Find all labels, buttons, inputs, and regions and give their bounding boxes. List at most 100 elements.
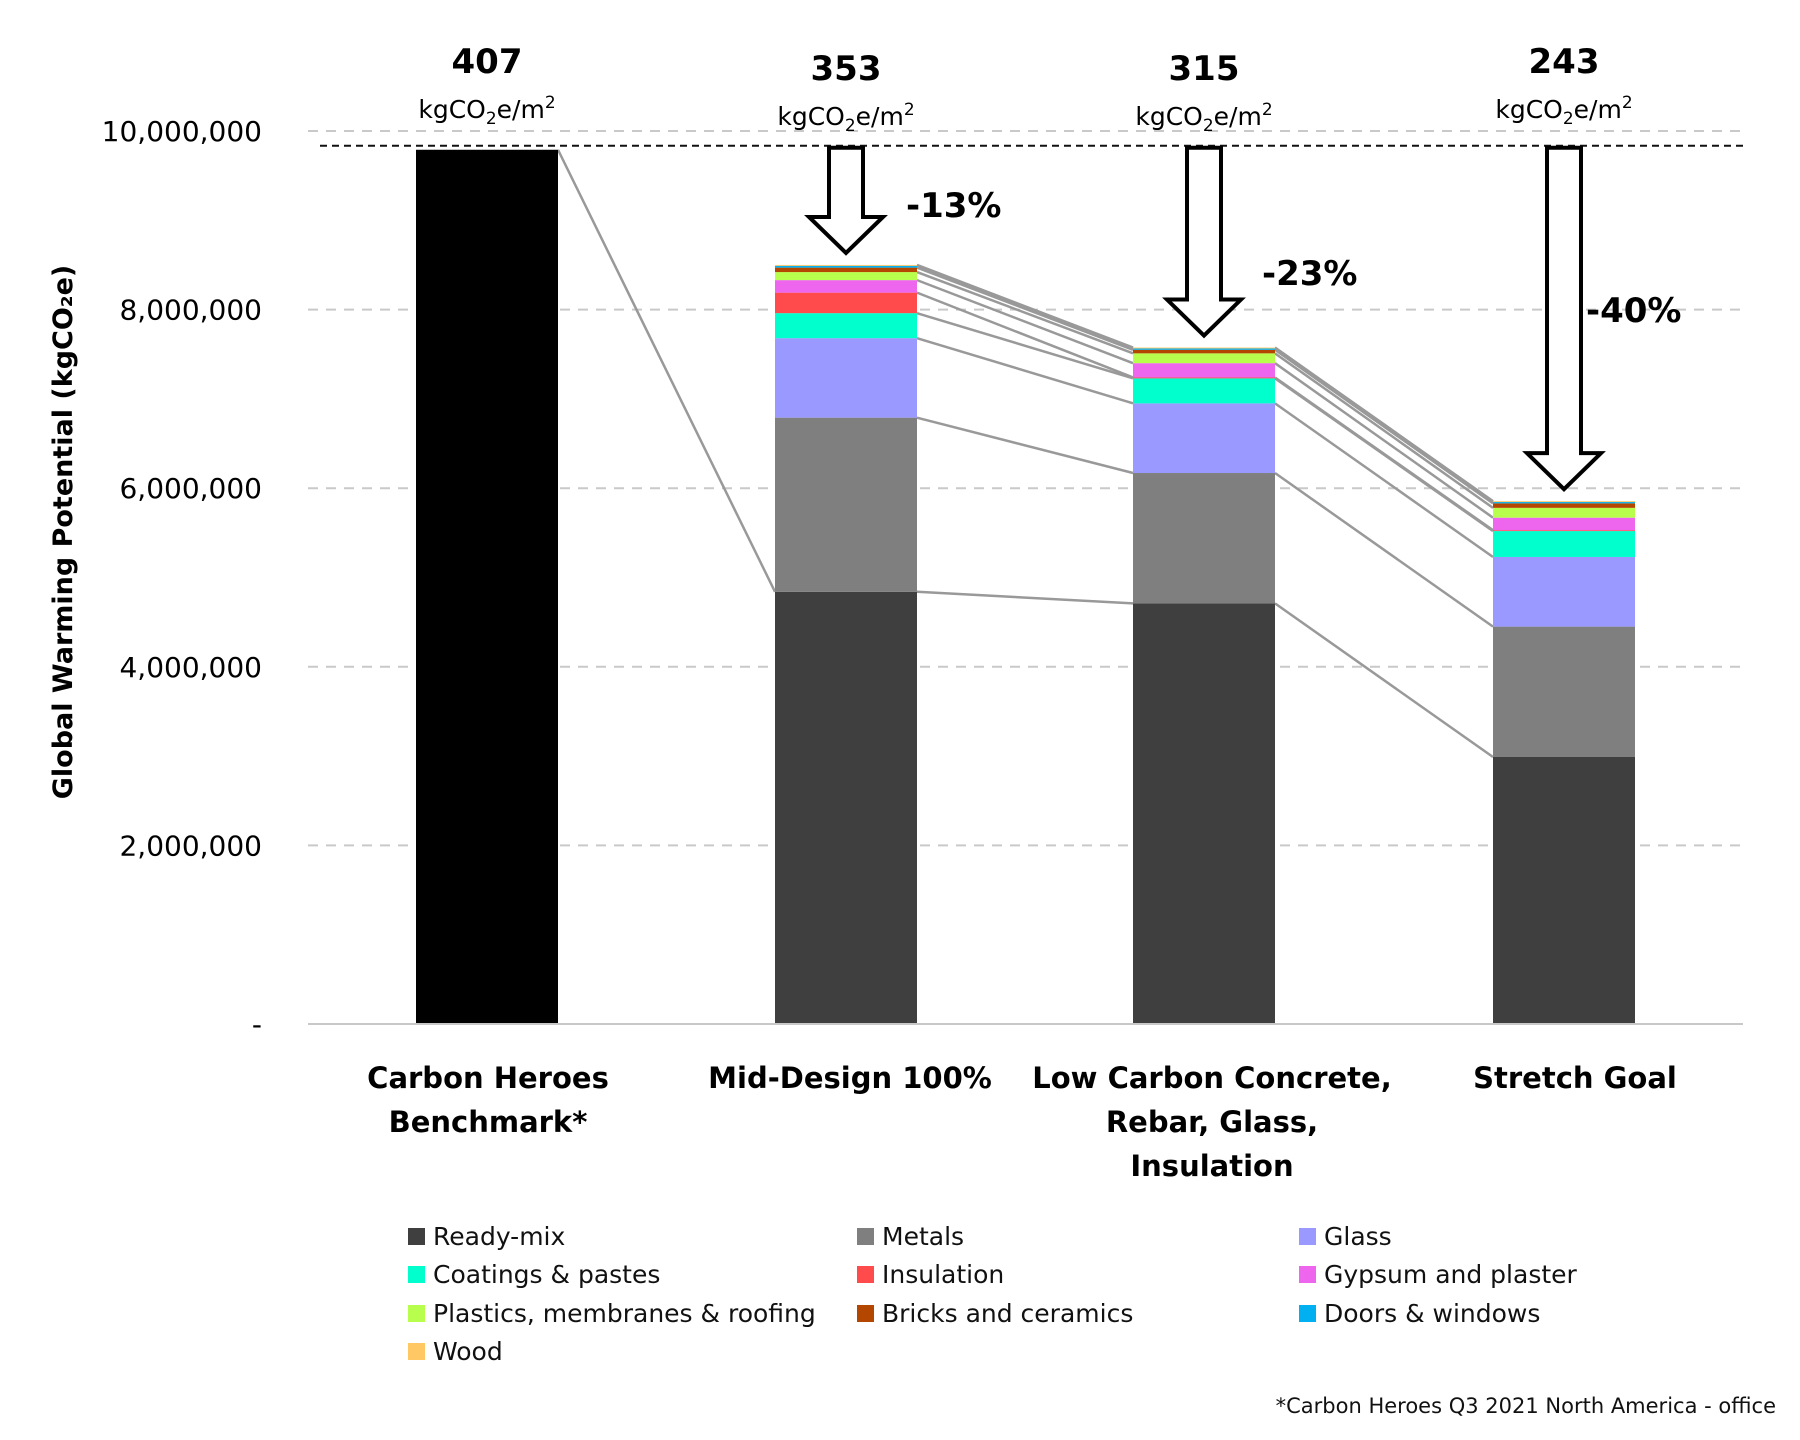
connector-line [916,311,1134,380]
y-axis-label: Global Warming Potential (kgCO₂e) [48,265,79,800]
legend-swatch [857,1228,874,1245]
connector-line [1274,471,1494,628]
legend-label: Glass [1324,1222,1392,1251]
bar-segment-glass [775,338,917,418]
legend-swatch [408,1343,425,1360]
connector-line [916,590,1134,605]
bar-segment-doors-windows [1493,502,1635,504]
bar-segment-coatings-pastes [1133,378,1275,404]
bar-segment-ready-mix [1493,756,1635,1024]
bar-segment-gypsum-and-plaster [1493,517,1635,531]
connector-line [916,336,1134,405]
category-labels: Carbon Heroes Benchmark* Mid-Design 100% Lo… [367,1061,1677,1183]
total-value-label: 407 [452,42,523,82]
bar-segment-plastics-membranes-roofing [1133,353,1275,364]
bar-benchmark [416,149,558,1025]
down-arrow-icon [1522,145,1606,492]
bar-segment-doors-windows [775,265,917,268]
category-label: Benchmark* [389,1105,588,1139]
legend-label: Plastics, membranes & roofing [433,1299,816,1328]
legend-item: Wood [408,1337,503,1366]
bar-segment-insulation [1493,530,1635,532]
bar-segment-gypsum-and-plaster [775,280,917,293]
bars [416,149,1635,1025]
reduction-arrows: -13% -23% -40% [804,145,1682,492]
bar-segment-bricks-and-ceramics [1133,349,1275,354]
legend-label: Gypsum and plaster [1324,1260,1577,1289]
connector-line [916,291,1134,379]
connector-line [916,266,1134,351]
legend-swatch [408,1266,425,1283]
legend-label: Ready-mix [433,1222,566,1251]
legend-item: Doors & windows [1299,1299,1540,1328]
y-tick-label: - [252,1008,262,1041]
y-tick-label: 6,000,000 [119,472,262,505]
legend-item: Plastics, membranes & roofing [408,1299,816,1328]
connector-line [1274,402,1494,558]
connector-lines [556,149,1494,759]
bar-segment-glass [1493,556,1635,627]
connector-line [916,270,1134,355]
y-tick-label: 10,000,000 [102,115,262,148]
total-labels: 407 kgCO2e/m2 353 kgCO2e/m2 315 kgCO2e/m2 243 k… [418,42,1632,136]
total-value-label: 315 [1169,49,1240,89]
legend-label: Coatings & pastes [433,1260,661,1289]
bar-segment-gypsum-and-plaster [1133,363,1275,378]
bar-segment-wood [1493,501,1635,503]
unit-label: kgCO2e/m2 [777,100,914,136]
category-label: Carbon Heroes [367,1061,609,1095]
y-tick-label: 2,000,000 [119,829,262,862]
unit-label: kgCO2e/m2 [1495,93,1632,129]
legend-label: Wood [433,1337,503,1366]
bar-segment-metals [775,417,917,592]
y-tick-label: 4,000,000 [119,651,262,684]
y-axis-ticks: - 2,000,000 4,000,000 6,000,000 8,000,000 10,… [102,115,262,1041]
legend-item: Bricks and ceramics [857,1299,1133,1328]
bar-segment-plastics-membranes-roofing [775,272,917,281]
bar-segment-insulation [775,292,917,314]
reduction-label: -23% [1262,254,1358,294]
legend-label: Bricks and ceramics [882,1299,1134,1328]
legend-swatch [1299,1305,1316,1322]
bar-segment-metals [1493,626,1635,757]
connector-line [1274,346,1494,503]
legend-swatch [1299,1266,1316,1283]
legend-swatch [857,1266,874,1283]
category-label: Stretch Goal [1473,1061,1677,1095]
bar-segment-glass [1133,403,1275,474]
connector-line [556,149,777,593]
legend-item: Metals [857,1222,964,1251]
bar-segment-ready-mix [1133,603,1275,1024]
bar-segment-coatings-pastes [775,313,917,339]
connector-line [1274,362,1494,519]
connector-line [916,278,1134,365]
legend-swatch [1299,1228,1316,1245]
connector-line [1274,602,1494,759]
bar-segment-plastics-membranes-roofing [1493,507,1635,518]
connector-line [916,416,1134,475]
legend-item: Gypsum and plaster [1299,1260,1577,1289]
bar-segment-coatings-pastes [1493,531,1635,557]
reduction-label: -13% [906,186,1002,226]
legend-swatch [408,1228,425,1245]
legend-label: Metals [882,1222,965,1251]
legend-swatch [408,1305,425,1322]
category-label: Insulation [1130,1149,1293,1183]
category-label: Mid-Design 100% [708,1061,992,1095]
connector-line [1274,352,1494,509]
legend-label: Insulation [882,1260,1005,1289]
legend-label: Doors & windows [1324,1299,1541,1328]
total-value-label: 243 [1529,42,1600,82]
bar-segment-bricks-and-ceramics [775,267,917,273]
legend-swatch [857,1305,874,1322]
connector-line [916,263,1134,349]
unit-label: kgCO2e/m2 [418,93,555,129]
y-tick-label: 8,000,000 [119,294,262,327]
footnote: *Carbon Heroes Q3 2021 North America - o… [1275,1394,1776,1418]
category-label: Rebar, Glass, [1106,1105,1318,1139]
legend-item: Ready-mix [408,1222,565,1251]
legend-item: Insulation [857,1260,1004,1289]
bar-segment-wood [1133,347,1275,349]
down-arrow-icon [1162,145,1246,339]
